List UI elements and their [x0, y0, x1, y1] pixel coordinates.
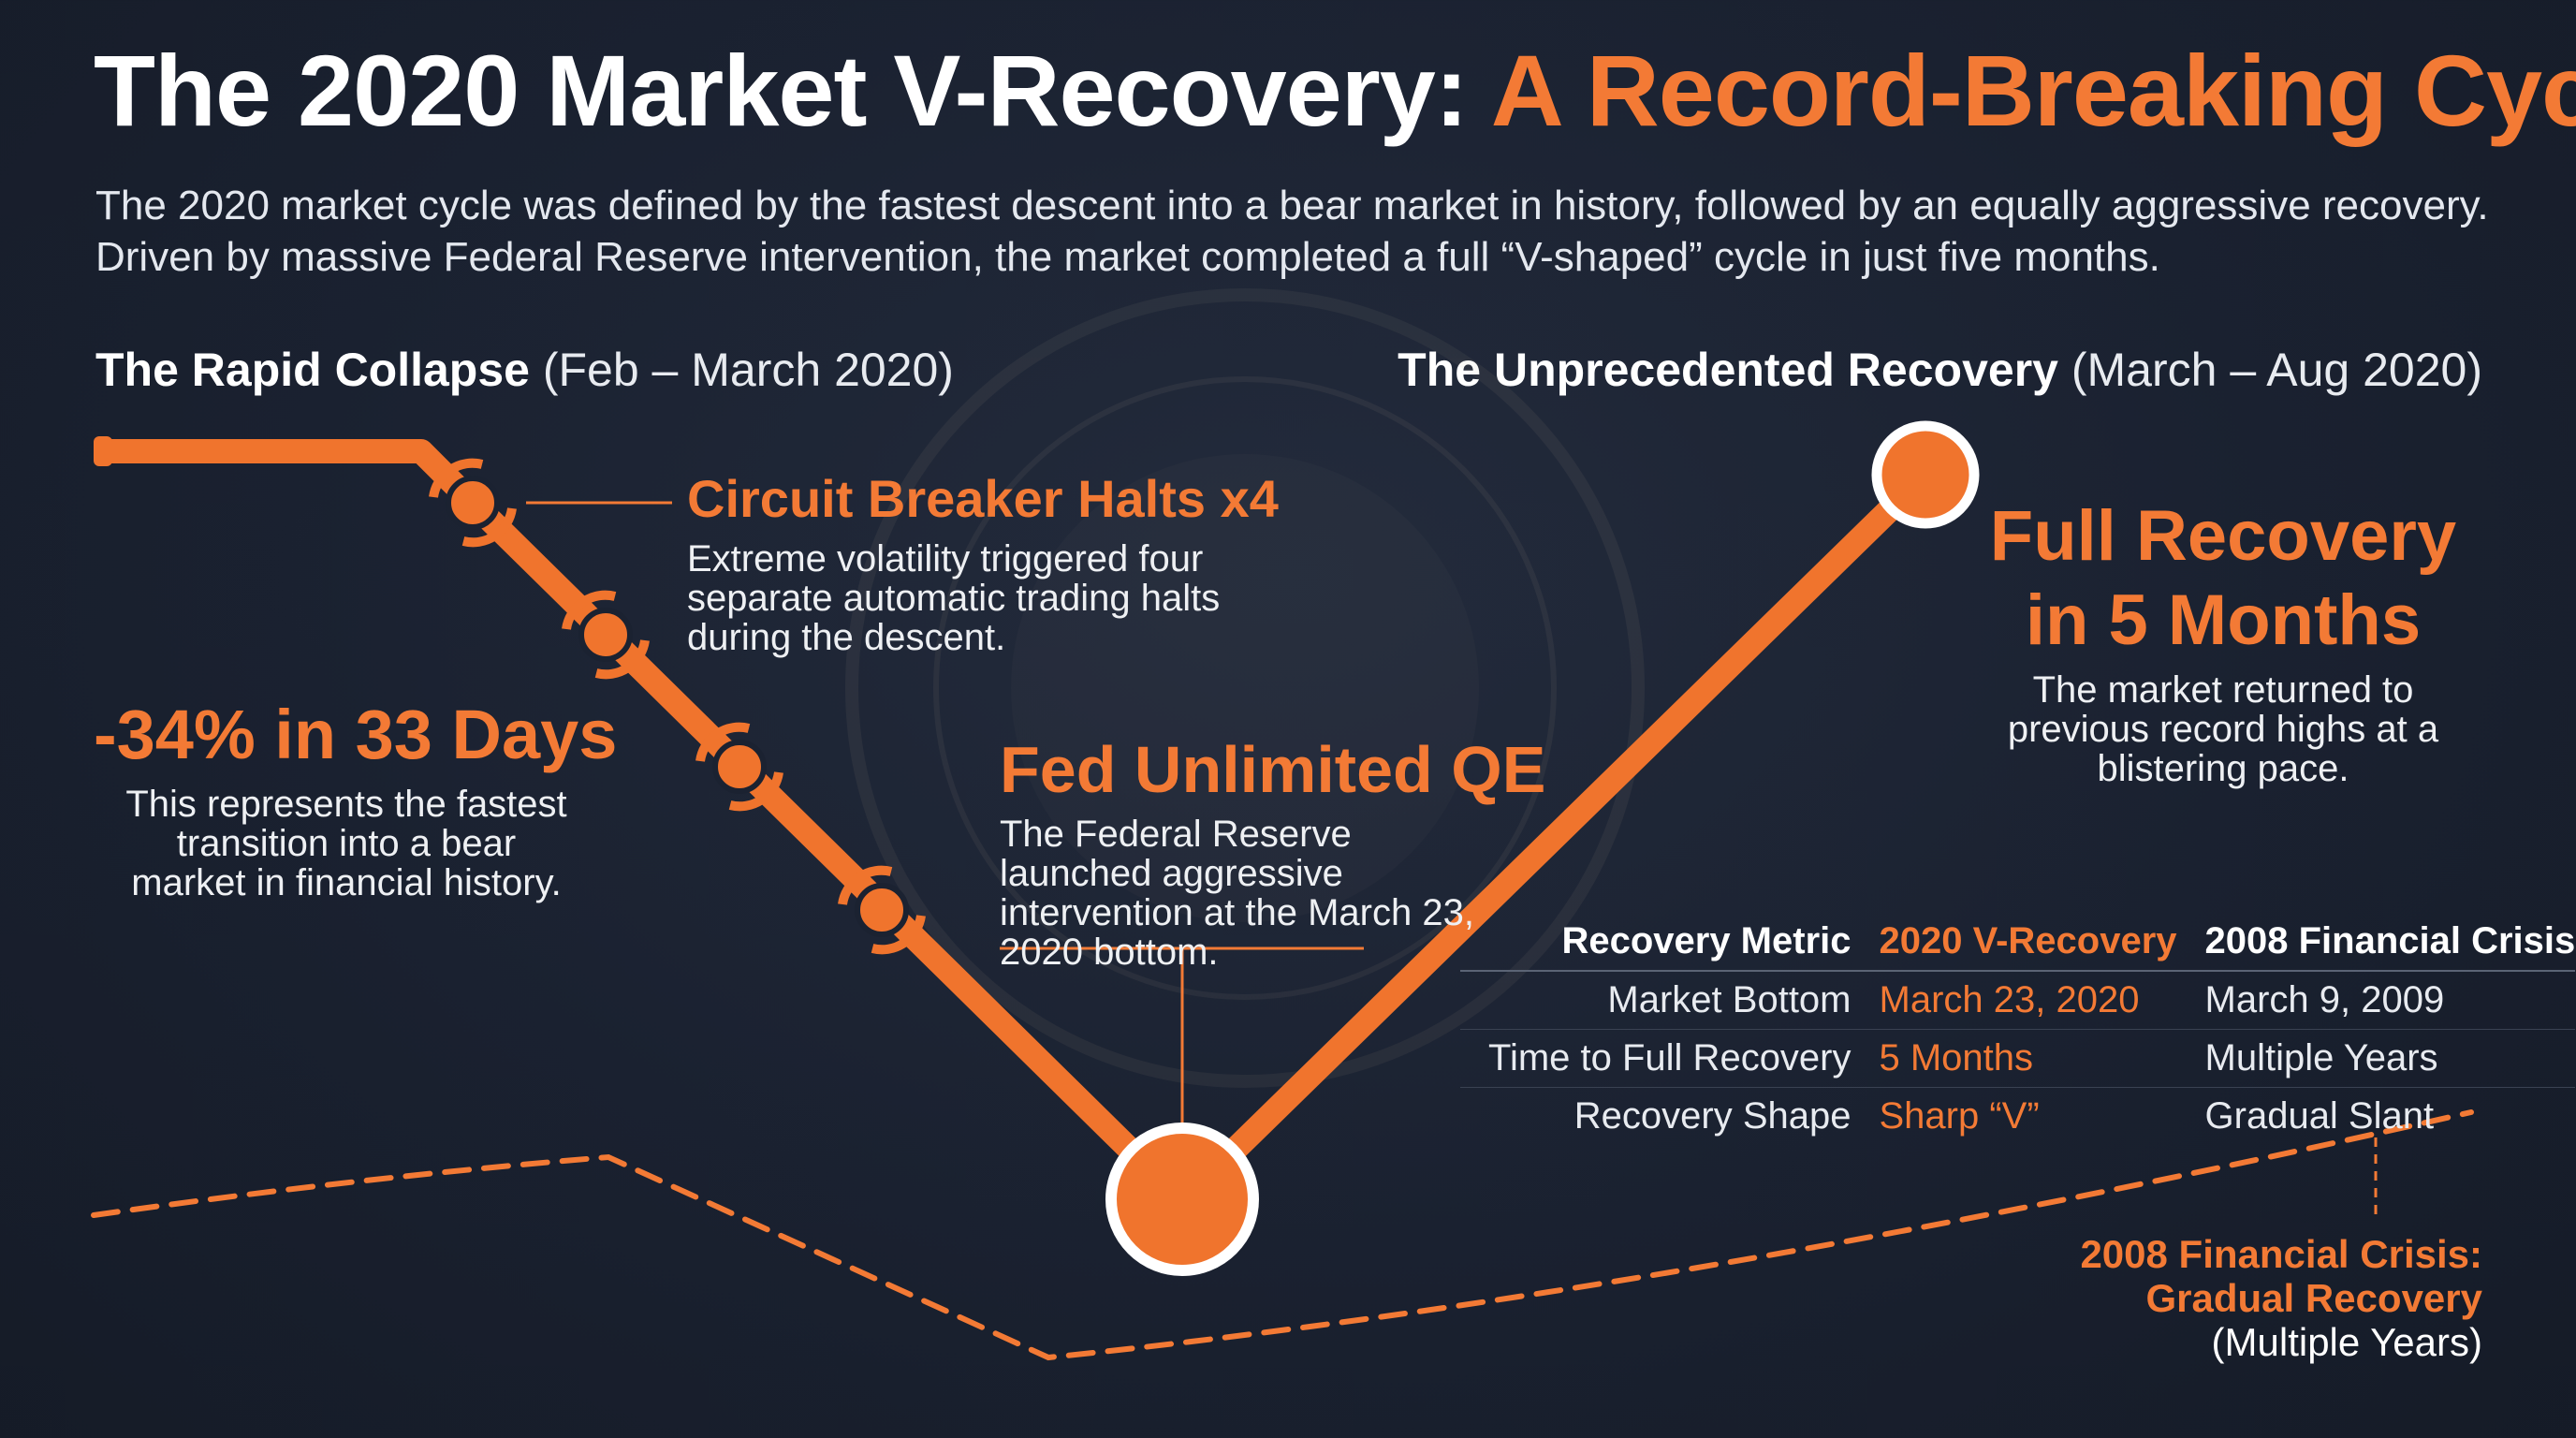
table-cell: Time to Full Recovery — [1460, 1029, 1852, 1088]
circuit-breaker-marker — [838, 865, 926, 955]
full-recovery-title-line1: Full Recovery — [1989, 496, 2457, 576]
full-recovery-title: Full Recovery in 5 Months — [1975, 494, 2471, 663]
crisis-2008-label: 2008 Financial Crisis: Gradual Recovery … — [2080, 1232, 2482, 1364]
table-cell: Sharp “V” — [1879, 1095, 2040, 1137]
section-collapse: The Rapid Collapse (Feb – March 2020) — [95, 343, 954, 397]
crisis-2008-line1: 2008 Financial Crisis: — [2080, 1232, 2482, 1276]
watermark-seal — [845, 288, 1645, 1088]
section-recovery-name: The Unprecedented Recovery — [1398, 344, 2058, 396]
page-title: The 2020 Market V-Recovery: A Record-Bre… — [94, 34, 2576, 147]
circuit-breaker-marker — [429, 458, 517, 548]
full-recovery-text: The market returned to previous record h… — [2007, 669, 2439, 789]
circuit-breaker-marker — [695, 722, 783, 812]
series-2020-start-cap — [94, 436, 112, 466]
section-recovery: The Unprecedented Recovery (March – Aug … — [1398, 343, 2482, 397]
table-row: Market Bottom March 23, 2020 March 9, 20… — [1460, 971, 2576, 1030]
table-cell: March 9, 2009 — [2176, 971, 2576, 1030]
circuit-breaker-title: Circuit Breaker Halts x4 — [687, 469, 1279, 528]
fed-text: The Federal Reserve launched aggressive … — [1000, 814, 1474, 973]
full-recovery-title-line2: in 5 Months — [2025, 580, 2422, 660]
circuit-breaker-text: Extreme volatility triggered four separa… — [687, 538, 1221, 658]
crisis-2008-line2: Gradual Recovery — [2145, 1276, 2482, 1320]
bottom-node — [1105, 1123, 1259, 1276]
drop-text: This represents the fastest transition i… — [125, 784, 567, 903]
peak-node — [1871, 420, 1980, 529]
title-main: The 2020 Market V-Recovery: — [94, 34, 1491, 147]
table-header: 2008 Financial Crisis — [2176, 913, 2576, 972]
section-collapse-name: The Rapid Collapse — [95, 344, 530, 396]
subtitle: The 2020 market cycle was defined by the… — [95, 183, 2489, 280]
table-cell: 5 Months — [1851, 1029, 2177, 1088]
circuit-breaker-marker — [562, 590, 650, 680]
table-cell: March 23, 2020 — [1851, 971, 2177, 1030]
drop-title: -34% in 33 Days — [94, 696, 618, 773]
table-row: Recovery Shape Sharp “V” Gradual Slant — [1460, 1088, 2575, 1146]
section-recovery-period: (March – Aug 2020) — [2057, 344, 2482, 396]
table-cell: Recovery Shape — [1573, 1095, 1852, 1137]
table-row: Time to Full Recovery 5 Months Multiple … — [1460, 1029, 2576, 1088]
table-cell: Market Bottom — [1460, 971, 1852, 1030]
section-collapse-period: (Feb – March 2020) — [529, 344, 954, 396]
table-header: 2020 V-Recovery — [1851, 913, 2177, 972]
table-header-row: Recovery Metric 2020 V-Recovery 2008 Fin… — [1460, 913, 2576, 972]
title-accent: A Record-Breaking Cycle — [1490, 34, 2576, 147]
table-cell: Multiple Years — [2176, 1029, 2576, 1088]
comparison-table: Recovery Metric 2020 V-Recovery 2008 Fin… — [1460, 913, 2576, 1146]
crisis-2008-line3: (Multiple Years) — [2211, 1320, 2482, 1364]
table-cell: Gradual Slant — [2204, 1095, 2435, 1137]
table-header: Recovery Metric — [1460, 913, 1852, 972]
fed-title: Fed Unlimited QE — [1000, 733, 1546, 806]
